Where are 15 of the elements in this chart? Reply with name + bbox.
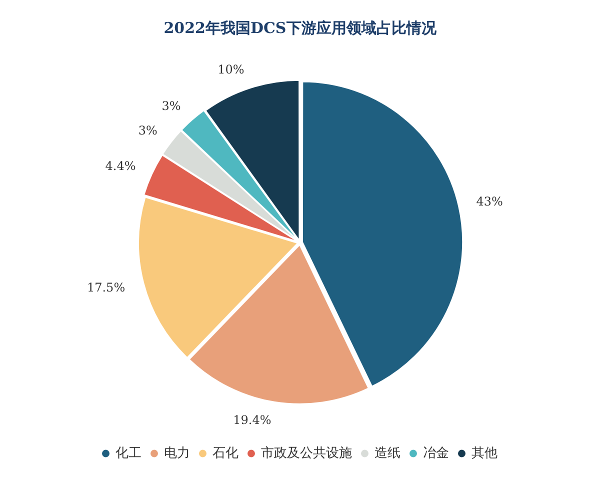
- legend-label: 电力: [164, 446, 190, 461]
- legend-label: 化工: [115, 446, 142, 461]
- chart-title: 2022年我国DCS下游应用领域占比情况: [164, 18, 438, 37]
- legend-label: 其他: [471, 446, 498, 461]
- legend-label: 石化: [212, 446, 238, 461]
- data-label: 4.4%: [105, 159, 136, 174]
- legend-label: 冶金: [422, 446, 449, 461]
- data-label: 19.4%: [233, 413, 272, 428]
- data-label: 17.5%: [86, 280, 126, 294]
- data-label: 3%: [162, 98, 181, 113]
- legend-label: 市政及公共设施: [260, 446, 352, 461]
- data-label: 10%: [218, 62, 244, 77]
- data-label: 3%: [138, 123, 158, 138]
- legend-label: 造纸: [374, 446, 400, 461]
- data-label: 43%: [476, 194, 503, 208]
